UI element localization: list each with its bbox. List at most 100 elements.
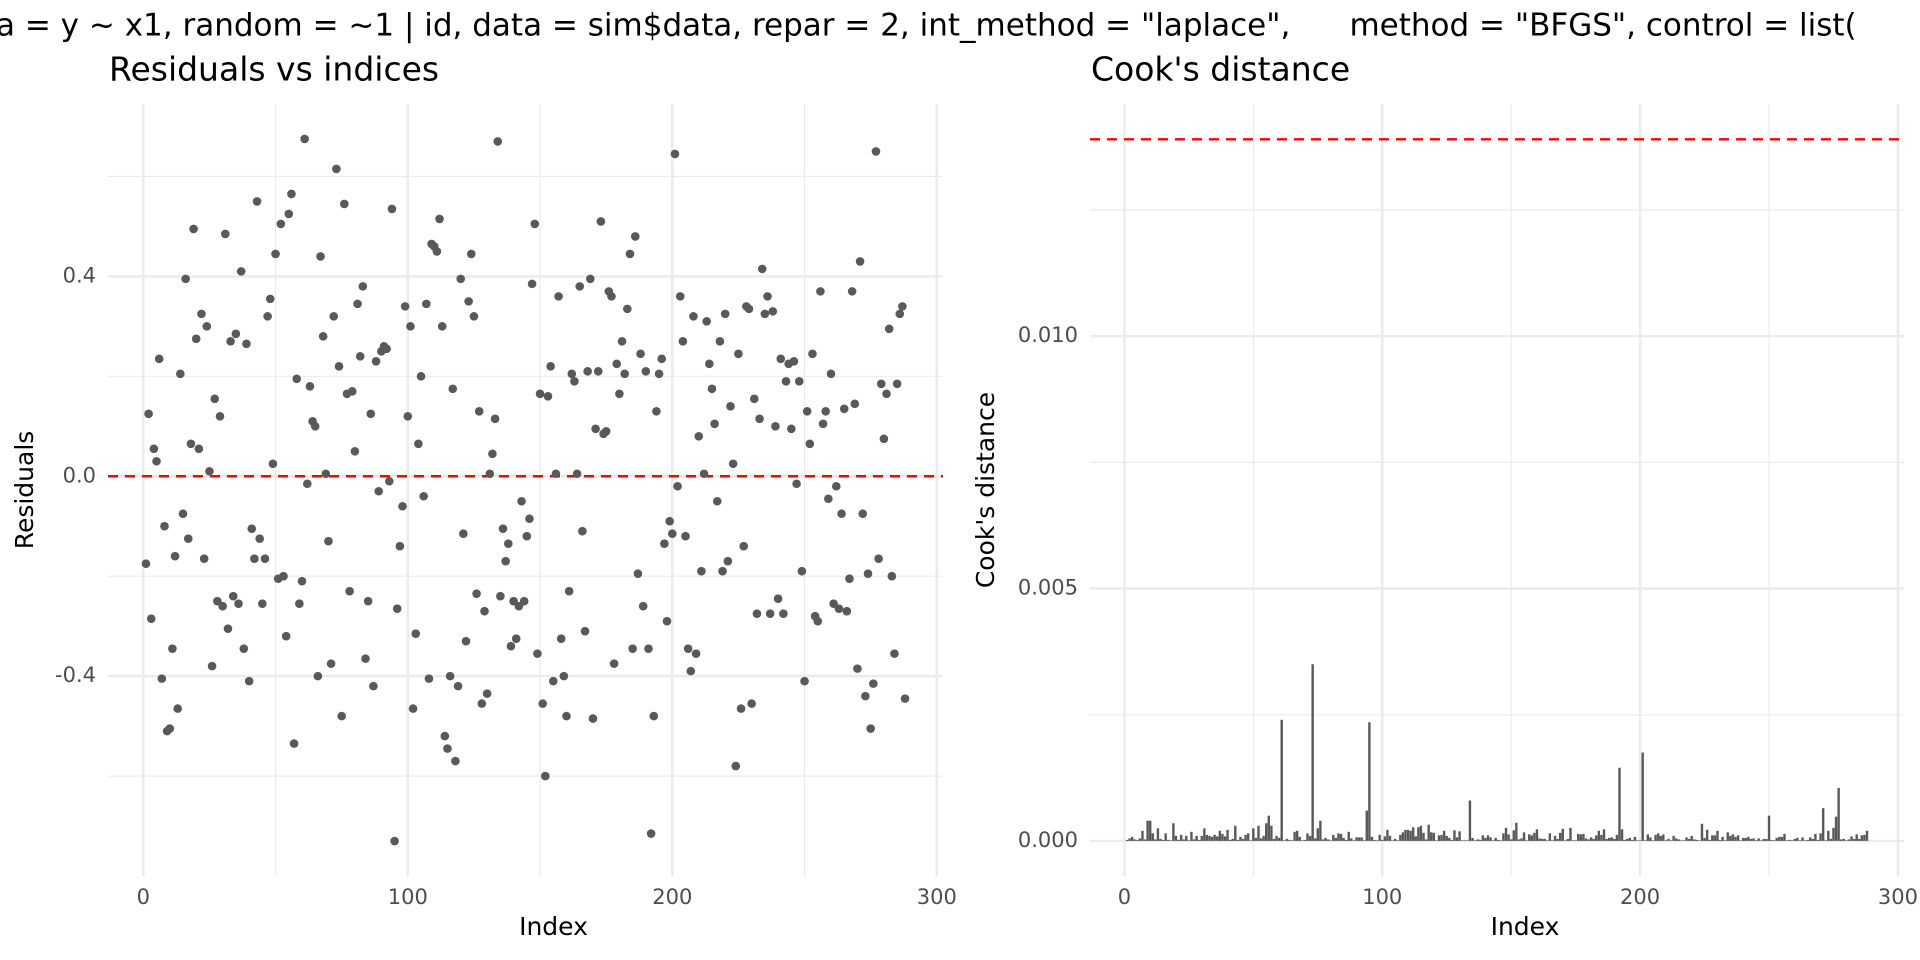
panel-title: Cook's distance xyxy=(1091,50,1350,89)
point xyxy=(646,829,656,838)
bar xyxy=(1765,838,1768,841)
point xyxy=(297,576,307,586)
point xyxy=(411,629,421,638)
bar xyxy=(1778,836,1781,841)
bar xyxy=(1633,836,1637,841)
bar xyxy=(1564,840,1567,842)
bar xyxy=(1252,828,1255,841)
bar xyxy=(1481,835,1485,841)
bar xyxy=(1592,838,1595,841)
bar xyxy=(1716,830,1719,841)
bar xyxy=(1736,835,1740,841)
point xyxy=(422,299,431,309)
point xyxy=(469,312,479,321)
bar xyxy=(1210,836,1214,841)
bar xyxy=(1383,836,1387,841)
bar xyxy=(1749,838,1753,841)
point xyxy=(281,631,291,641)
bar xyxy=(1605,838,1608,841)
bar xyxy=(1620,829,1624,841)
bar xyxy=(1713,835,1717,841)
point xyxy=(263,312,272,321)
point xyxy=(271,249,280,259)
point xyxy=(445,671,455,681)
point xyxy=(845,574,854,583)
bar xyxy=(1618,767,1621,841)
point xyxy=(678,337,688,346)
point xyxy=(268,459,278,469)
bar xyxy=(1852,838,1856,841)
bar xyxy=(1829,838,1833,841)
bar xyxy=(1473,840,1477,842)
point xyxy=(493,137,503,146)
bar xyxy=(1827,830,1830,841)
bar xyxy=(1538,838,1541,841)
point xyxy=(519,596,529,606)
point xyxy=(837,509,846,519)
bar xyxy=(1463,840,1466,842)
point xyxy=(615,389,624,399)
bar xyxy=(1427,824,1430,841)
bar xyxy=(1687,838,1691,841)
point xyxy=(839,404,849,414)
bar xyxy=(1128,838,1131,841)
bar xyxy=(1357,837,1361,841)
bar xyxy=(1664,840,1668,842)
y-tick-label: 0.000 xyxy=(1018,828,1078,852)
bar xyxy=(1757,838,1760,841)
point xyxy=(300,134,309,144)
point xyxy=(802,407,812,416)
bar xyxy=(1306,833,1309,841)
point xyxy=(210,394,220,404)
bar xyxy=(1798,840,1802,842)
point xyxy=(697,566,706,576)
bar xyxy=(1705,829,1709,841)
bar xyxy=(1280,719,1283,841)
y-tick-label: -0.4 xyxy=(55,663,96,687)
bar xyxy=(1747,836,1750,841)
bar xyxy=(1703,837,1706,841)
point xyxy=(506,641,516,651)
point xyxy=(898,302,907,311)
bar xyxy=(1742,837,1745,841)
bar xyxy=(1360,837,1363,841)
bar xyxy=(1409,830,1412,841)
point xyxy=(768,307,778,316)
bar xyxy=(1406,829,1410,841)
point xyxy=(689,312,698,321)
point xyxy=(596,217,606,226)
point xyxy=(586,274,595,284)
bar xyxy=(1571,840,1575,842)
bar xyxy=(1213,834,1216,841)
bar xyxy=(1471,837,1474,841)
bar xyxy=(1840,839,1843,841)
point xyxy=(660,539,669,549)
bar xyxy=(1631,839,1634,841)
bar xyxy=(1208,835,1211,841)
bar xyxy=(1491,840,1495,842)
bar xyxy=(1484,837,1487,841)
point xyxy=(824,494,833,504)
point xyxy=(667,529,677,539)
bar xyxy=(1721,836,1724,841)
point xyxy=(207,661,217,671)
point xyxy=(221,229,230,239)
point xyxy=(170,551,180,561)
bar xyxy=(1355,837,1358,841)
bar xyxy=(1540,838,1544,841)
bar xyxy=(1865,830,1869,841)
bar xyxy=(1515,822,1518,841)
point xyxy=(408,704,418,713)
point xyxy=(638,601,648,611)
bar xyxy=(1504,827,1508,841)
point xyxy=(334,362,344,371)
bar xyxy=(1174,835,1178,841)
point xyxy=(593,367,603,376)
bar xyxy=(1311,664,1314,841)
point xyxy=(400,302,410,311)
bar xyxy=(1404,829,1407,841)
point xyxy=(369,681,378,691)
x-tick-label: 200 xyxy=(652,885,692,909)
bar xyxy=(1646,834,1650,841)
